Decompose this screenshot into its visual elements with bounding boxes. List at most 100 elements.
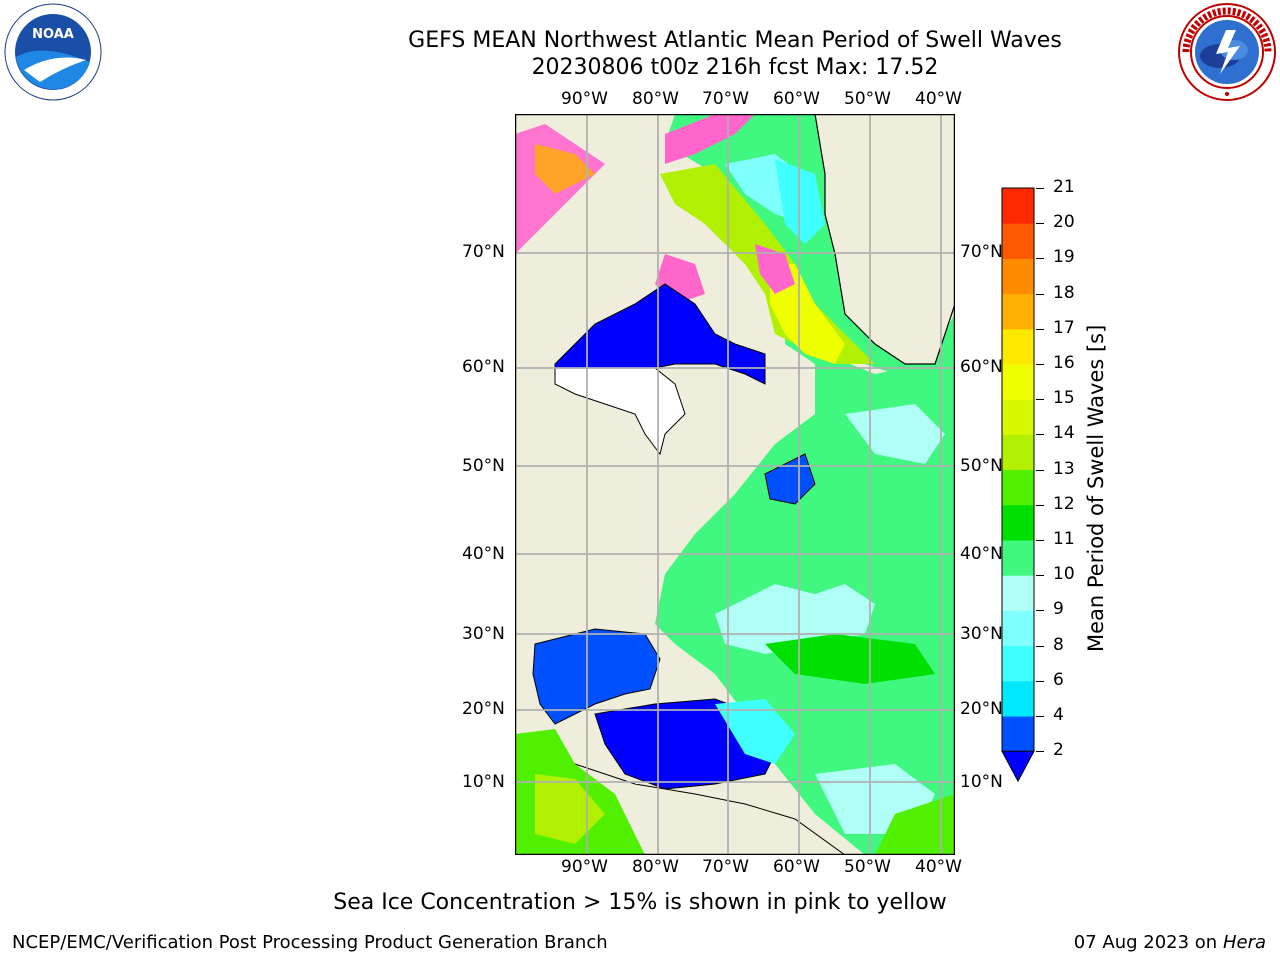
colorbar-tick-mark — [1036, 540, 1044, 541]
colorbar-tick-label: 4 — [1053, 705, 1064, 725]
colorbar-segment — [1002, 434, 1034, 471]
colorbar-tick-mark — [1036, 716, 1044, 717]
colorbar-tick-mark — [1036, 469, 1044, 471]
nws-logo — [1178, 3, 1276, 101]
colorbar-segment — [1002, 293, 1034, 330]
caribbean-east — [715, 699, 795, 764]
colorbar-segment — [1002, 540, 1034, 576]
date-text: 07 Aug 2023 on Hera — [1074, 932, 1266, 953]
map-title: GEFS MEAN Northwest Atlantic Mean Period… — [408, 28, 1062, 53]
colorbar-segment — [1002, 364, 1034, 400]
colorbar-label: Mean Period of Swell Waves [s] — [1084, 324, 1108, 652]
colorbar-tick-mark — [1036, 293, 1044, 295]
credit-text: NCEP/EMC/Verification Post Processing Pr… — [12, 932, 608, 953]
graticule — [515, 114, 955, 855]
lon-label-top-80w: 80°W — [632, 89, 679, 109]
lat-label-right-20n: 20°N — [960, 699, 1003, 719]
colorbar-tick-label: 14 — [1053, 423, 1075, 444]
noaa-logo: NOAA — [4, 3, 102, 101]
date-value: 07 Aug 2023 on — [1073, 932, 1218, 953]
colorbar-tick-mark — [1036, 328, 1044, 330]
colorbar-segment — [1002, 610, 1034, 647]
lon-label-bottom-90w: 90°W — [561, 857, 608, 877]
hudson-bay — [554, 283, 766, 385]
lon-label-top-90w: 90°W — [561, 89, 608, 109]
lat-label-left-30n: 30°N — [462, 624, 505, 644]
colorbar-segment — [1002, 680, 1034, 717]
colorbar-tick-label: 20 — [1053, 212, 1075, 233]
colorbar-tick-mark — [1036, 751, 1044, 753]
lat-label-left-20n: 20°N — [462, 699, 505, 719]
colorbar-segment — [1002, 258, 1034, 295]
lon-label-top-50w: 50°W — [844, 89, 891, 109]
lat-label-right-60n: 60°N — [960, 357, 1003, 377]
sea-ice-archipelago-orange — [535, 144, 595, 194]
colorbar-segment — [1002, 399, 1034, 435]
colorbar-tick-label: 18 — [1053, 282, 1075, 303]
colorbar-segment — [1002, 469, 1034, 506]
machine-name: Hera — [1222, 932, 1266, 953]
colorbar-tick-label: 11 — [1053, 529, 1075, 549]
noaa-logo-text: NOAA — [32, 27, 74, 42]
colorbar-tick-label: 21 — [1053, 177, 1075, 197]
colorbar-tick-mark — [1036, 364, 1044, 365]
sea-ice-labrador — [755, 244, 795, 294]
lat-label-right-50n: 50°N — [960, 456, 1003, 476]
colorbar-tick-mark — [1036, 645, 1044, 647]
colorbar-tick-mark — [1036, 258, 1044, 260]
baffin-bay-cyan — [775, 159, 825, 244]
sea-ice-note: Sea Ice Concentration > 15% is shown in … — [333, 890, 947, 915]
lat-label-right-70n: 70°N — [960, 242, 1003, 262]
lon-label-bottom-80w: 80°W — [632, 857, 679, 877]
lat-label-left-40n: 40°N — [462, 544, 505, 564]
colorbar-segment — [1002, 188, 1034, 224]
colorbar-tick-mark — [1036, 680, 1044, 682]
labrador-sea-high — [770, 264, 845, 364]
lat-label-right-30n: 30°N — [960, 624, 1003, 644]
colorbar-tick-label: 6 — [1053, 669, 1064, 690]
lat-label-left-60n: 60°N — [462, 357, 505, 377]
colorbar-tick-mark — [1036, 188, 1044, 189]
colorbar-tick-label: 17 — [1053, 317, 1075, 338]
colorbar-tick-label: 15 — [1053, 388, 1075, 409]
colorbar-tick-mark — [1036, 399, 1044, 401]
colorbar-tick-label: 16 — [1053, 353, 1075, 373]
lon-label-bottom-70w: 70°W — [702, 857, 749, 877]
lat-label-left-70n: 70°N — [462, 242, 505, 262]
lon-label-bottom-60w: 60°W — [773, 857, 820, 877]
atlantic-swell-band-green — [765, 634, 935, 684]
colorbar-tick-label: 13 — [1053, 458, 1075, 479]
colorbar-tick-label: 10 — [1053, 564, 1075, 585]
colorbar-frame — [1001, 187, 1035, 752]
colorbar-segment — [1002, 328, 1034, 365]
colorbar-segment — [1002, 716, 1034, 752]
map-frame — [515, 114, 955, 855]
colorbar-tick-mark — [1036, 610, 1044, 612]
colorbar-segment — [1002, 504, 1034, 541]
colorbar-segment — [1002, 575, 1034, 611]
colorbar-tick-label: 8 — [1053, 634, 1064, 655]
colorbar-tick-label: 12 — [1053, 493, 1075, 514]
colorbar-segment — [1002, 223, 1034, 259]
colorbar-tick-label: 2 — [1053, 740, 1064, 761]
colorbar-tick-mark — [1036, 504, 1044, 506]
greenland — [814, 114, 955, 365]
map-panel — [515, 114, 955, 855]
lon-label-bottom-50w: 50°W — [844, 857, 891, 877]
colorbar-segment — [1002, 645, 1034, 682]
colorbar-tick-mark — [1036, 575, 1044, 577]
lon-label-bottom-40w: 40°W — [915, 857, 962, 877]
colorbar — [1001, 187, 1035, 783]
lat-label-right-40n: 40°N — [960, 544, 1003, 564]
map-subtitle: 20230806 t00z 216h fcst Max: 17.52 — [531, 55, 939, 80]
colorbar-tick-label: 9 — [1053, 599, 1064, 620]
lat-label-right-10n: 10°N — [960, 772, 1003, 792]
colorbar-under-arrow — [1001, 750, 1035, 783]
lon-label-top-70w: 70°W — [702, 89, 749, 109]
lat-label-left-10n: 10°N — [462, 772, 505, 792]
atlantic-southeast — [875, 794, 955, 855]
lon-label-top-60w: 60°W — [773, 89, 820, 109]
colorbar-tick-label: 19 — [1053, 247, 1075, 268]
lat-label-left-50n: 50°N — [462, 456, 505, 476]
sea-ice-strait — [665, 114, 755, 164]
